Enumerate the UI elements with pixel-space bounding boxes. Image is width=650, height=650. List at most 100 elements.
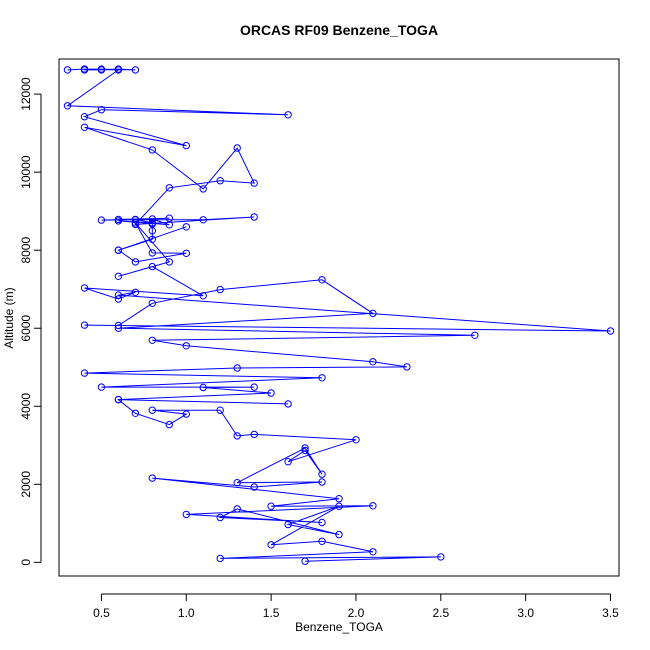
chart-title: ORCAS RF09 Benzene_TOGA <box>240 22 438 38</box>
data-point <box>606 327 615 335</box>
data-point <box>301 444 309 452</box>
data-point <box>80 113 89 121</box>
data-point <box>114 272 123 280</box>
data-point <box>80 284 89 292</box>
data-point <box>80 369 89 377</box>
data-point <box>80 123 89 132</box>
data-point <box>148 299 157 307</box>
data-point <box>97 383 106 391</box>
data-point <box>114 295 123 303</box>
data-point <box>131 219 140 227</box>
data-point <box>114 66 123 74</box>
y-axis-label: Altitude (m) <box>2 287 16 348</box>
data-point <box>233 432 241 440</box>
data-point <box>301 446 309 455</box>
data-point <box>267 389 275 397</box>
data-point <box>114 324 123 332</box>
data-point <box>148 146 157 154</box>
series-layer <box>63 65 615 565</box>
data-point <box>199 292 207 300</box>
data-point <box>114 321 123 330</box>
data-point <box>437 553 445 561</box>
data-point <box>369 358 377 366</box>
x-tick-label: 0.5 <box>93 606 110 620</box>
x-tick-label: 3.5 <box>602 606 619 620</box>
data-point <box>216 285 224 294</box>
data-point <box>114 246 123 254</box>
data-point <box>199 216 207 224</box>
y-tick-label: 6000 <box>19 315 33 342</box>
data-point <box>148 406 157 414</box>
data-point <box>148 262 157 271</box>
data-point <box>335 502 343 510</box>
y-tick-label: 10000 <box>19 155 33 189</box>
data-point <box>318 518 326 527</box>
data-point <box>165 184 174 192</box>
data-point <box>318 374 326 382</box>
data-point <box>267 502 275 510</box>
data-point <box>131 288 140 296</box>
data-point <box>148 474 157 482</box>
data-point <box>114 217 123 225</box>
data-point <box>131 258 140 266</box>
y-tick-label: 12000 <box>19 77 33 111</box>
data-point <box>352 436 360 444</box>
data-point <box>182 510 191 519</box>
data-point <box>267 541 275 549</box>
data-point <box>114 291 123 299</box>
x-tick-label: 2.5 <box>432 606 449 620</box>
data-point <box>233 364 241 372</box>
data-point <box>63 66 72 74</box>
data-point <box>369 502 377 510</box>
data-point <box>182 141 191 150</box>
x-axis: 0.5 1.0 1.5 2.0 2.5 3.0 3.5 <box>93 593 619 620</box>
y-tick-label: 8000 <box>19 237 33 264</box>
data-point <box>216 554 224 563</box>
plot-frame <box>58 58 620 577</box>
data-point <box>199 185 207 193</box>
data-point <box>250 430 258 439</box>
data-point <box>250 213 258 221</box>
y-axis: 0 2000 4000 6000 8000 10000 12000 <box>19 77 42 566</box>
data-point <box>216 513 224 522</box>
data-point <box>182 223 191 231</box>
data-point <box>318 478 326 486</box>
data-point <box>148 336 157 344</box>
data-point <box>250 179 258 187</box>
data-point <box>284 520 292 529</box>
data-point <box>148 235 157 244</box>
data-point <box>80 321 89 329</box>
data-point <box>233 479 241 487</box>
data-point <box>369 548 377 556</box>
data-point <box>233 505 241 513</box>
data-point <box>199 383 207 392</box>
x-tick-label: 2.0 <box>348 606 365 620</box>
data-point <box>114 395 123 404</box>
data-point <box>165 221 174 229</box>
data-point <box>250 483 258 491</box>
data-point <box>97 106 106 114</box>
x-tick-label: 3.0 <box>517 606 534 620</box>
data-point <box>403 363 411 371</box>
y-tick-label: 4000 <box>19 393 33 420</box>
data-point <box>318 537 326 545</box>
data-point <box>284 111 292 119</box>
data-point <box>284 400 292 408</box>
data-point <box>284 458 292 466</box>
data-point <box>97 65 106 73</box>
data-point <box>318 276 326 284</box>
data-point <box>233 144 241 152</box>
data-point <box>182 249 191 258</box>
data-point <box>216 406 224 414</box>
data-point <box>182 342 191 350</box>
x-tick-label: 1.5 <box>263 606 280 620</box>
data-point <box>148 215 157 223</box>
data-point <box>318 470 326 478</box>
data-point <box>131 409 140 417</box>
series-line <box>66 68 611 562</box>
data-point <box>335 495 343 503</box>
data-point <box>148 227 157 235</box>
data-point <box>165 420 174 429</box>
data-point <box>250 383 258 391</box>
y-tick-label: 2000 <box>19 471 33 498</box>
